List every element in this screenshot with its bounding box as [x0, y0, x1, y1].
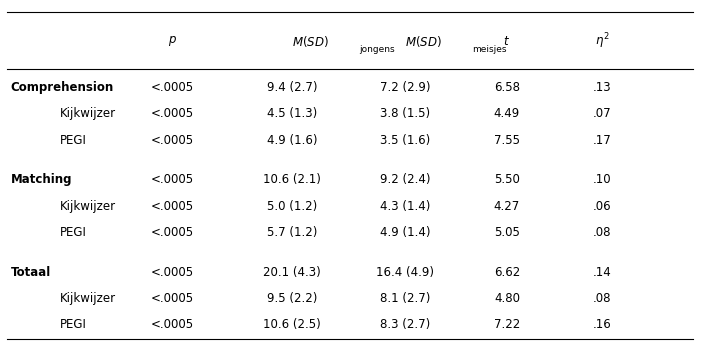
- Text: Comprehension: Comprehension: [11, 81, 114, 94]
- Text: 10.6 (2.1): 10.6 (2.1): [263, 173, 321, 186]
- Text: 5.50: 5.50: [494, 173, 520, 186]
- Text: 10.6 (2.5): 10.6 (2.5): [263, 318, 321, 331]
- Text: 4.27: 4.27: [494, 200, 520, 213]
- Text: .14: .14: [593, 266, 611, 279]
- Text: 8.1 (2.7): 8.1 (2.7): [379, 292, 430, 305]
- Text: meisjes: meisjes: [472, 45, 506, 54]
- Text: 7.22: 7.22: [494, 318, 520, 331]
- Text: <.0005: <.0005: [151, 226, 194, 239]
- Text: <.0005: <.0005: [151, 266, 194, 279]
- Text: <.0005: <.0005: [151, 133, 194, 147]
- Text: .10: .10: [593, 173, 611, 186]
- Text: 9.5 (2.2): 9.5 (2.2): [267, 292, 318, 305]
- Text: 5.05: 5.05: [494, 226, 520, 239]
- Text: 6.62: 6.62: [494, 266, 520, 279]
- Text: 4.80: 4.80: [494, 292, 520, 305]
- Text: .06: .06: [593, 200, 611, 213]
- Text: 7.55: 7.55: [494, 133, 520, 147]
- Text: <.0005: <.0005: [151, 81, 194, 94]
- Text: 3.5 (1.6): 3.5 (1.6): [379, 133, 430, 147]
- Text: <.0005: <.0005: [151, 292, 194, 305]
- Text: .16: .16: [593, 318, 611, 331]
- Text: 5.7 (1.2): 5.7 (1.2): [267, 226, 318, 239]
- Text: 7.2 (2.9): 7.2 (2.9): [379, 81, 430, 94]
- Text: .07: .07: [593, 107, 611, 120]
- Text: $\eta^2$: $\eta^2$: [595, 32, 609, 51]
- Text: $t$: $t$: [503, 35, 510, 48]
- Text: 16.4 (4.9): 16.4 (4.9): [376, 266, 434, 279]
- Text: .08: .08: [593, 226, 611, 239]
- Text: <.0005: <.0005: [151, 173, 194, 186]
- Text: 8.3 (2.7): 8.3 (2.7): [379, 318, 430, 331]
- Text: $M(SD)$: $M(SD)$: [292, 34, 329, 49]
- Text: PEGI: PEGI: [60, 226, 87, 239]
- Text: PEGI: PEGI: [60, 318, 87, 331]
- Text: .13: .13: [593, 81, 611, 94]
- Text: 4.49: 4.49: [494, 107, 520, 120]
- Text: <.0005: <.0005: [151, 107, 194, 120]
- Text: 20.1 (4.3): 20.1 (4.3): [263, 266, 321, 279]
- Text: .08: .08: [593, 292, 611, 305]
- Text: $p$: $p$: [168, 34, 177, 48]
- Text: Totaal: Totaal: [11, 266, 51, 279]
- Text: 3.8 (1.5): 3.8 (1.5): [379, 107, 430, 120]
- Text: Kijkwijzer: Kijkwijzer: [60, 200, 116, 213]
- Text: Matching: Matching: [11, 173, 72, 186]
- Text: 5.0 (1.2): 5.0 (1.2): [267, 200, 318, 213]
- Text: PEGI: PEGI: [60, 133, 87, 147]
- Text: 9.4 (2.7): 9.4 (2.7): [267, 81, 318, 94]
- Text: 9.2 (2.4): 9.2 (2.4): [379, 173, 430, 186]
- Text: 6.58: 6.58: [494, 81, 520, 94]
- Text: 4.9 (1.4): 4.9 (1.4): [379, 226, 430, 239]
- Text: 4.5 (1.3): 4.5 (1.3): [267, 107, 318, 120]
- Text: $M(SD)$: $M(SD)$: [405, 34, 441, 49]
- Text: jongens: jongens: [359, 45, 395, 54]
- Text: <.0005: <.0005: [151, 318, 194, 331]
- Text: 4.9 (1.6): 4.9 (1.6): [267, 133, 318, 147]
- Text: .17: .17: [593, 133, 611, 147]
- Text: 4.3 (1.4): 4.3 (1.4): [379, 200, 430, 213]
- Text: Kijkwijzer: Kijkwijzer: [60, 292, 116, 305]
- Text: <.0005: <.0005: [151, 200, 194, 213]
- Text: Kijkwijzer: Kijkwijzer: [60, 107, 116, 120]
